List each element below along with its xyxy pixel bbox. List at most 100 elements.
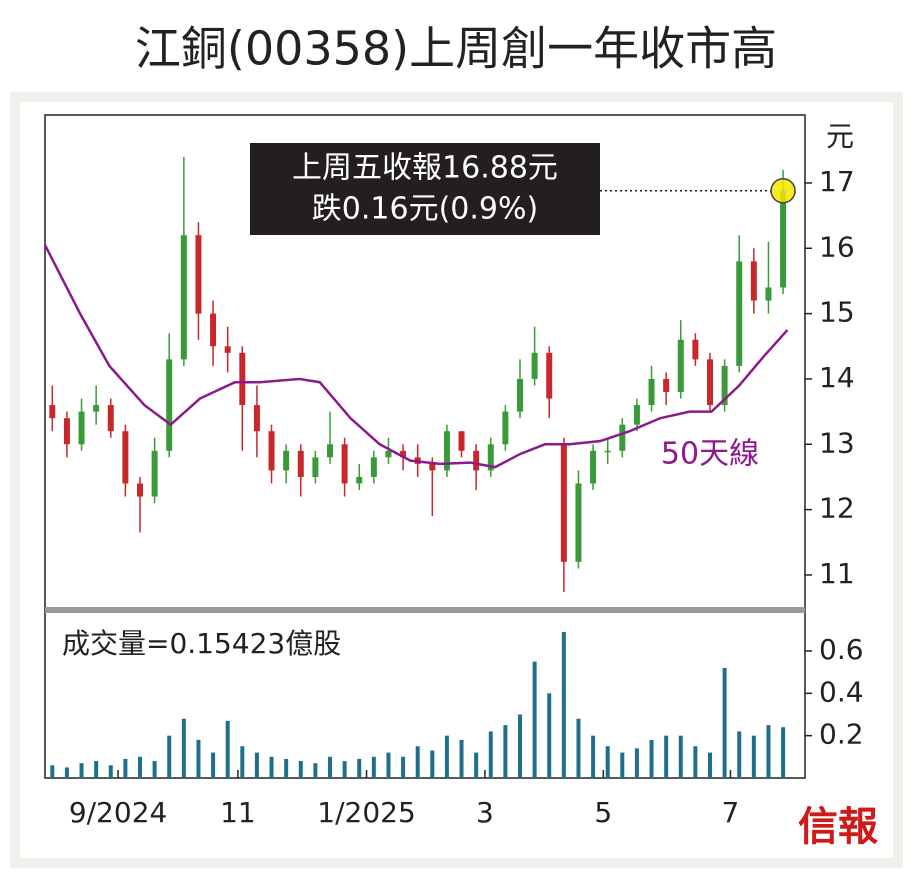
volume-bar [123, 758, 128, 778]
volume-bar [664, 735, 669, 778]
close-marker [770, 178, 796, 204]
volume-bar [357, 758, 362, 778]
candle-body [239, 352, 246, 406]
candle-body [268, 431, 275, 471]
candle-body [253, 405, 260, 432]
volume-bar [649, 739, 654, 778]
candle-body [648, 378, 655, 406]
volume-bar [167, 735, 172, 778]
candle-body [443, 431, 450, 471]
x-tick-label: 1/2025 [317, 796, 416, 829]
annotation-box [250, 143, 600, 235]
volume-bar [518, 714, 522, 778]
volume-bar [781, 727, 786, 778]
candle-body [283, 450, 290, 471]
candle-body [312, 457, 319, 477]
candle-body [195, 235, 202, 314]
volume-bar [371, 756, 376, 778]
candle-body [297, 450, 304, 477]
candle-body [458, 431, 465, 451]
volume-bar [737, 731, 742, 778]
volume-bar [386, 752, 391, 778]
y-tick-label: 13 [819, 426, 855, 459]
candle-body [327, 444, 333, 458]
volume-bar [561, 631, 566, 778]
annotation: 跌0.16元(0.9%) [312, 192, 538, 227]
candle-body [210, 313, 217, 347]
volume-bar [532, 661, 537, 778]
volume-bar [50, 765, 55, 778]
candle-body [604, 450, 611, 453]
volume-bar [269, 756, 274, 778]
candle-body [633, 405, 640, 425]
x-tick-label: 9/2024 [69, 796, 168, 829]
volume-bar [459, 739, 464, 778]
candle-body [560, 444, 567, 562]
volume-bar [342, 761, 347, 778]
candle-body [721, 365, 728, 406]
volume-title: 成交量=0.15423億股 [62, 627, 341, 660]
candle-body [736, 261, 743, 366]
candle-body [780, 190, 787, 288]
y-tick-label: 0.2 [819, 718, 864, 751]
y-tick-label: 17 [819, 165, 855, 198]
candle-body [750, 261, 757, 301]
volume-bar [430, 750, 435, 778]
volume-bar [284, 758, 289, 778]
plot-border [44, 114, 806, 779]
candle-body [429, 463, 436, 471]
y-tick-label: 11 [819, 557, 855, 590]
candle-body [224, 346, 231, 353]
annotation: 上周五收報16.88元 [292, 151, 558, 186]
candle-body [180, 235, 187, 360]
volume-bar [401, 756, 406, 778]
volume-bar [108, 765, 113, 778]
x-tick-label: 11 [220, 796, 256, 829]
candle-body [531, 352, 538, 379]
candle-body [765, 287, 772, 301]
candle-body [590, 450, 597, 484]
candle-body [385, 450, 392, 458]
candle-body [619, 424, 626, 451]
volume-bar [751, 735, 756, 778]
candle-body [122, 431, 129, 484]
volume-bar [678, 735, 683, 778]
candle-body [487, 444, 494, 471]
volume-bar [605, 746, 610, 778]
volume-bar [444, 735, 449, 778]
candle-body [575, 483, 582, 562]
volume-bar [693, 746, 698, 778]
volume-bar [313, 763, 318, 778]
volume-bar [547, 693, 552, 778]
volume-bar [298, 761, 303, 778]
volume-bar [766, 725, 771, 778]
logo: 信報 [798, 803, 878, 850]
volume-bar [576, 718, 581, 778]
volume-bar [211, 752, 216, 778]
y-tick-label: 15 [819, 296, 855, 329]
candle-body [341, 444, 348, 484]
x-tick-label: 3 [476, 796, 494, 829]
y-unit: 元 [826, 120, 854, 153]
y-tick-label: 0.4 [819, 675, 864, 708]
candle-body [93, 405, 100, 412]
candle-body [49, 405, 56, 419]
candle-body [78, 411, 85, 445]
candle-body [502, 411, 509, 445]
volume-bar [328, 756, 332, 778]
y-tick-label: 0.6 [819, 633, 864, 666]
y-tick-label: 12 [819, 492, 855, 525]
candle-body [166, 359, 173, 451]
volume-bar [254, 752, 259, 778]
volume-bar [415, 746, 420, 778]
candle-body [473, 450, 480, 471]
volume-bar [620, 752, 625, 778]
y-tick-label: 14 [819, 361, 855, 394]
candle-body [356, 476, 363, 484]
chart-title: 江銅(00358)上周創一年收市高 [135, 22, 777, 76]
candle-body [370, 457, 377, 477]
volume-bar [591, 735, 596, 778]
volume-bar [240, 746, 245, 778]
